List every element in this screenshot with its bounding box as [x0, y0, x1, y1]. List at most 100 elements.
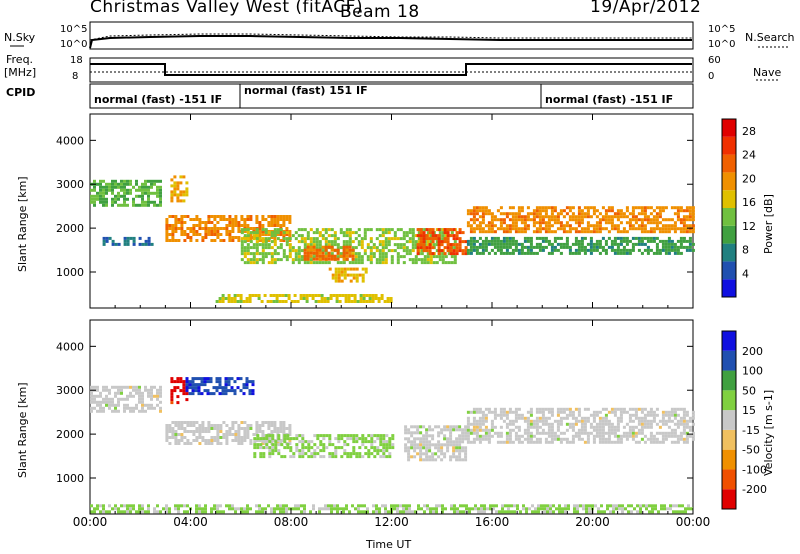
velocity-colorbar-swatch-6 — [722, 370, 736, 391]
nave-label: Nave — [753, 66, 782, 79]
cpid-label: CPID — [6, 86, 36, 99]
nsky-label: N.Sky — [4, 31, 36, 44]
x-tick-label-4: 16:00 — [475, 515, 510, 529]
nsky-tick-top: 10^5 — [60, 24, 88, 35]
power-colorbar-swatch-2 — [722, 243, 736, 262]
velocity-region-1 — [170, 377, 189, 405]
power-ytick-label-0: 1000 — [56, 266, 84, 279]
velocity-region-2 — [185, 377, 255, 396]
cpid-segment-2: normal (fast) 151 IF — [244, 84, 368, 97]
power-colorbar-swatch-8 — [722, 136, 736, 155]
power-panel-frame — [89, 113, 694, 309]
power-ytick-label-2: 3000 — [56, 178, 84, 191]
velocity-colorbar-swatch-3 — [722, 429, 736, 450]
power-colorbar-tick-5: 24 — [742, 149, 756, 162]
freq-tick-bottom: 8 — [72, 71, 79, 82]
power-colorbar-tick-4: 20 — [742, 172, 756, 185]
power-ytick-label-3: 4000 — [56, 134, 84, 147]
velocity-colorbar-swatch-0 — [722, 489, 736, 509]
power-region-7 — [416, 228, 468, 256]
power-colorbar-label: Power [dB] — [762, 194, 775, 254]
cpid-segment-1: normal (fast) -151 IF — [94, 93, 223, 106]
freq-label-line1: Freq. — [6, 53, 34, 66]
axes-layer: 1000 2000 3000 4000 00:00 04:00 08:00 12:00 16:0… — [56, 114, 710, 529]
velocity-ytick-label-3: 4000 — [56, 340, 84, 353]
x-tick-label-3: 12:00 — [374, 515, 409, 529]
cpid-segment-3: normal (fast) -151 IF — [545, 93, 674, 106]
velocity-colorbar-tick-4: -15 — [742, 424, 760, 437]
power-colorbar-swatch-3 — [722, 225, 736, 244]
beam-label: Beam 18 — [340, 2, 420, 22]
date-label: 19/Apr/2012 — [590, 0, 702, 17]
nsky-strip-frame — [89, 21, 694, 50]
nave-tick-bottom: 0 — [708, 71, 715, 82]
power-colorbar-tick-0: 4 — [742, 267, 749, 280]
velocity-ylabel: Slant Range [km] — [16, 382, 29, 478]
velocity-region-6 — [466, 407, 695, 444]
velocity-region-4 — [253, 434, 395, 459]
power-region-0 — [90, 179, 162, 207]
velocity-region-3 — [165, 421, 292, 445]
power-colorbar-tick-6: 28 — [742, 125, 756, 138]
velocity-colorbar-swatch-7 — [722, 350, 736, 371]
power-colorbar-tick-3: 16 — [742, 196, 756, 209]
power-colorbar-swatch-4 — [722, 208, 736, 226]
power-ylabel: Slant Range [km] — [16, 176, 29, 272]
nsearch-tick-top: 10^5 — [708, 24, 736, 35]
power-colorbar-frame — [721, 118, 737, 298]
velocity-colorbar-swatch-8 — [722, 331, 736, 351]
cpid-strip-frame — [89, 83, 694, 109]
velocity-region-0 — [90, 385, 162, 413]
nave-tick-top: 60 — [708, 55, 721, 66]
freq-trace — [90, 63, 692, 76]
x-tick-label-2: 08:00 — [274, 515, 309, 529]
colorbars-layer: 4 8 12 16 20 24 28 200 100 50 15 -15 -50 -100 -200 — [721, 118, 767, 510]
x-tick-label-6: 00:00 — [676, 515, 711, 529]
power-colorbar-swatch-9 — [722, 119, 736, 137]
x-tick-label-0: 00:00 — [73, 515, 108, 529]
velocity-colorbar-swatch-2 — [722, 449, 736, 470]
power-region-6 — [328, 267, 368, 283]
velocity-colorbar-tick-2: 50 — [742, 384, 756, 397]
velocity-colorbar-label: Velocity [m s-1] — [762, 389, 775, 476]
velocity-region-7 — [90, 504, 693, 514]
velocity-colorbar-swatch-5 — [722, 390, 736, 411]
velocity-ytick-label-0: 1000 — [56, 472, 84, 485]
power-region-1 — [102, 236, 154, 246]
freq-label-line2: [MHz] — [4, 66, 37, 79]
velocity-ytick-label-2: 3000 — [56, 384, 84, 397]
velocity-data-layer — [90, 377, 695, 514]
velocity-colorbar-frame — [721, 330, 737, 510]
nsearch-tick-bottom: 10^0 — [708, 39, 736, 50]
power-region-2 — [170, 175, 189, 203]
power-region-9 — [466, 236, 695, 255]
freq-tick-top: 18 — [70, 55, 83, 66]
nsky-tick-bottom: 10^0 — [60, 39, 88, 50]
x-tick-label-1: 04:00 — [173, 515, 208, 529]
freq-strip-frame — [89, 57, 694, 83]
velocity-colorbar-tick-3: 15 — [742, 404, 756, 417]
nsearch-trace — [89, 33, 692, 41]
velocity-ytick-label-1: 2000 — [56, 428, 84, 441]
power-region-5 — [303, 245, 355, 261]
velocity-colorbar-swatch-1 — [722, 469, 736, 490]
velocity-colorbar-tick-1: 100 — [742, 365, 763, 378]
power-colorbar-swatch-1 — [722, 261, 736, 280]
power-ytick-label-1: 2000 — [56, 222, 84, 235]
velocity-colorbar-swatch-4 — [722, 410, 736, 430]
x-axis-title: Time UT — [366, 538, 412, 551]
nsearch-label: N.Search — [745, 31, 795, 44]
station-title: Christmas Valley West (fitACF) — [90, 0, 364, 17]
power-colorbar-swatch-6 — [722, 172, 736, 191]
power-data-layer — [90, 175, 695, 303]
x-tick-label-5: 20:00 — [575, 515, 610, 529]
power-region-10 — [215, 294, 393, 303]
velocity-region-5 — [404, 425, 468, 462]
velocity-colorbar-tick-6: -100 — [742, 463, 767, 476]
velocity-colorbar-tick-7: -200 — [742, 483, 767, 496]
power-colorbar-tick-1: 8 — [742, 244, 749, 257]
power-region-8 — [466, 206, 695, 234]
power-colorbar-swatch-0 — [722, 279, 736, 297]
power-region-3 — [165, 215, 292, 242]
